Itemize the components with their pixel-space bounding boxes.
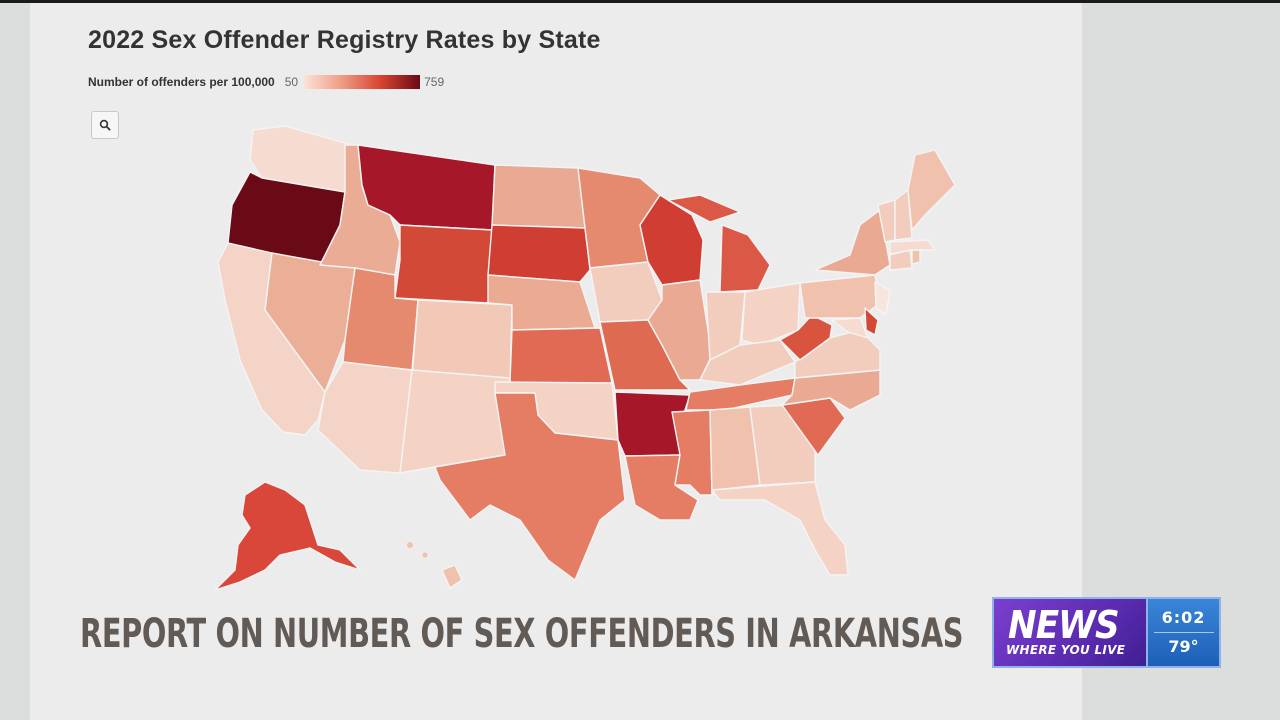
state-MA[interactable] [889,239,936,255]
state-AK[interactable] [214,481,361,591]
state-KS[interactable] [509,327,613,384]
zoom-search-button[interactable] [91,111,119,139]
temperature: 79° [1168,637,1199,656]
state-NH[interactable] [894,189,913,241]
state-SD[interactable] [487,224,591,283]
state-OH[interactable] [741,282,801,346]
state-MI-upper[interactable] [667,194,741,223]
state-PA[interactable] [799,274,881,319]
state-HI[interactable] [441,564,463,589]
search-icon [99,119,111,131]
legend-label: Number of offenders per 100,000 [88,75,275,89]
top-frame-rule [0,0,1280,3]
state-RI[interactable] [911,249,921,265]
state-ND[interactable] [491,164,586,229]
state-CO[interactable] [411,299,513,383]
state-WI[interactable] [639,194,704,286]
state-FL[interactable] [711,481,849,576]
time-weather-box: 6:02 79° [1148,597,1221,668]
state-IA[interactable] [589,261,663,323]
state-ME[interactable] [907,149,956,231]
time-divider [1153,632,1214,633]
state-NJ[interactable] [874,281,891,316]
color-legend: Number of offenders per 100,000 50 759 [88,72,444,92]
state-TX[interactable] [434,392,626,581]
news-logo-word: NEWS [1008,603,1120,647]
legend-gradient-bar [304,75,421,89]
state-WY[interactable] [394,224,493,304]
state-AZ[interactable] [317,361,413,474]
state-NY[interactable] [814,209,891,276]
state-MI[interactable] [719,224,771,293]
lower-third-headline: REPORT ON NUMBER OF SEX OFFENDERS IN ARK… [80,611,964,657]
state-DE[interactable] [864,307,879,336]
state-MD[interactable] [831,317,869,339]
state-IL[interactable] [647,279,713,381]
legend-min: 50 [284,75,299,89]
chart-title: 2022 Sex Offender Registry Rates by Stat… [88,26,601,54]
station-bug: NEWS WHERE YOU LIVE 6:02 79° [992,597,1221,668]
state-NC[interactable] [781,369,881,411]
legend-max: 759 [424,75,445,89]
state-WV[interactable] [779,314,833,361]
clock-time: 6:02 [1161,608,1206,627]
news-logo-tagline: WHERE YOU LIVE [1006,643,1126,657]
state-HI-island [407,542,413,548]
news-logo: NEWS WHERE YOU LIVE [992,597,1148,668]
state-HI-island-2 [422,552,428,558]
